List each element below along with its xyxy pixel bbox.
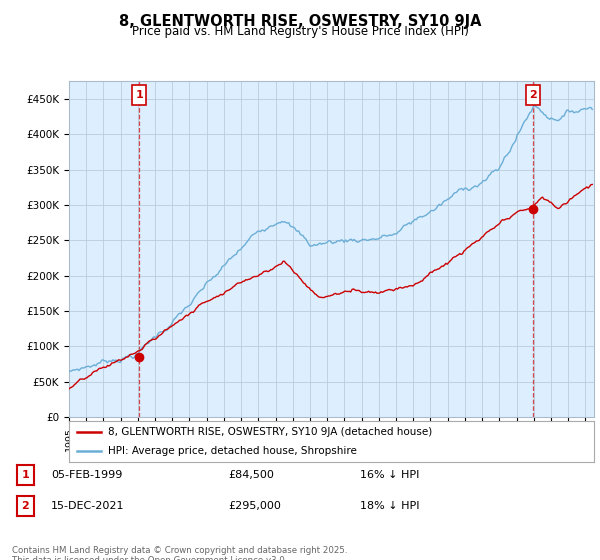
Text: 1: 1 <box>136 90 143 100</box>
Text: £84,500: £84,500 <box>228 470 274 480</box>
Text: Price paid vs. HM Land Registry's House Price Index (HPI): Price paid vs. HM Land Registry's House … <box>131 25 469 38</box>
FancyBboxPatch shape <box>526 86 540 105</box>
FancyBboxPatch shape <box>133 86 146 105</box>
Text: Contains HM Land Registry data © Crown copyright and database right 2025.
This d: Contains HM Land Registry data © Crown c… <box>12 546 347 560</box>
Text: 8, GLENTWORTH RISE, OSWESTRY, SY10 9JA: 8, GLENTWORTH RISE, OSWESTRY, SY10 9JA <box>119 14 481 29</box>
Text: HPI: Average price, detached house, Shropshire: HPI: Average price, detached house, Shro… <box>109 446 357 456</box>
Text: 16% ↓ HPI: 16% ↓ HPI <box>360 470 419 480</box>
Text: 2: 2 <box>529 90 537 100</box>
Text: 15-DEC-2021: 15-DEC-2021 <box>51 501 125 511</box>
Text: 18% ↓ HPI: 18% ↓ HPI <box>360 501 419 511</box>
Text: 2: 2 <box>22 501 29 511</box>
Text: 1: 1 <box>22 470 29 480</box>
Text: 8, GLENTWORTH RISE, OSWESTRY, SY10 9JA (detached house): 8, GLENTWORTH RISE, OSWESTRY, SY10 9JA (… <box>109 427 433 437</box>
Text: 05-FEB-1999: 05-FEB-1999 <box>51 470 122 480</box>
Text: £295,000: £295,000 <box>228 501 281 511</box>
